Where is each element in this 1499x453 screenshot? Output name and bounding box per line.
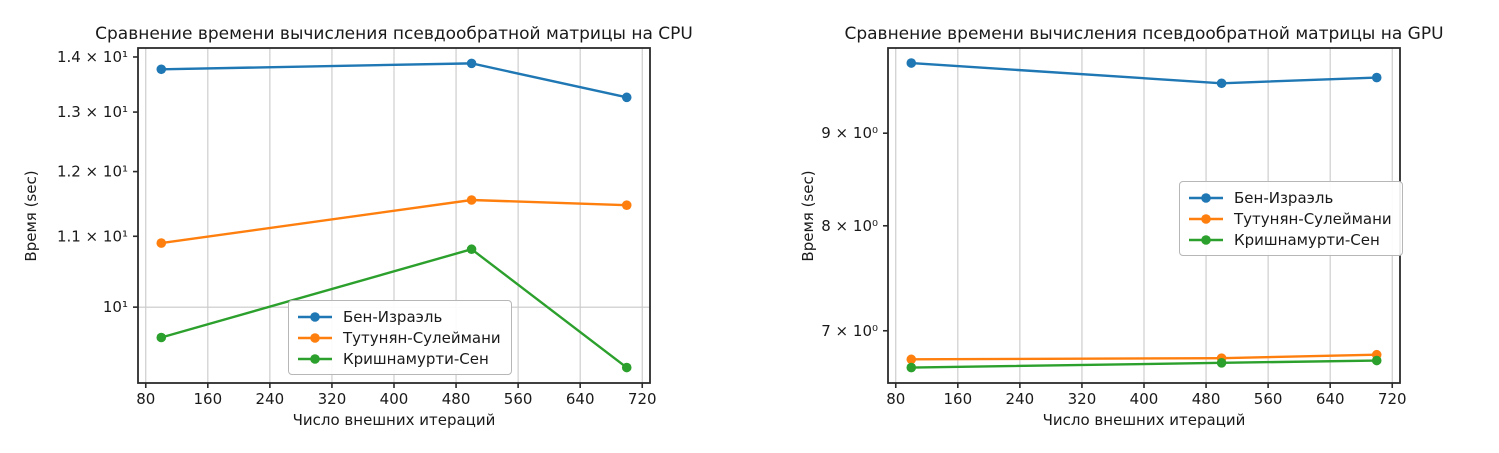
data-point-marker <box>156 238 167 248</box>
legend-line-marker-icon <box>1189 234 1223 245</box>
x-tick-label: 480 <box>1192 390 1221 408</box>
y-tick-label: 1.1 × 10¹ <box>57 227 128 245</box>
x-axis-ticks: 80 160 240 320 400 480 560 640 720 <box>136 383 657 408</box>
y-tick-label: 9 × 10⁰ <box>821 124 878 142</box>
x-tick-label: 240 <box>1006 390 1035 408</box>
legend-label: Тутунян-Сулеймани <box>343 328 501 347</box>
data-point-marker <box>466 244 477 255</box>
gpu-axes: 80 160 240 320 400 480 560 640 720 9 × 10⁰ 8 × 10⁰… <box>821 47 1407 408</box>
cpu-axes: 80 160 240 320 400 480 560 640 720 1.4 × 10¹ 1.3 ×… <box>57 47 657 408</box>
x-tick-label: 400 <box>1130 390 1159 408</box>
legend-marker <box>1201 234 1211 245</box>
series-Кришнамурти-Сен <box>156 244 632 373</box>
x-tick-label: 720 <box>1378 390 1407 408</box>
data-point-marker <box>906 362 917 373</box>
data-point-marker <box>466 195 477 205</box>
x-tick-label: 480 <box>442 390 471 408</box>
legend-label: Бен-Израэль <box>1234 188 1334 207</box>
y-tick-label: 10¹ <box>103 298 128 316</box>
x-tick-label: 640 <box>566 390 595 408</box>
y-axis-ticks: 9 × 10⁰ 8 × 10⁰ 7 × 10⁰ <box>821 124 888 340</box>
legend-label: Кришнамурти-Сен <box>1234 230 1380 249</box>
legend-line-marker-icon <box>298 332 332 343</box>
x-tick-label: 560 <box>504 390 533 408</box>
series-Бен-Израэль <box>156 58 632 103</box>
data-point-marker <box>466 58 477 69</box>
data-point-marker <box>156 332 167 343</box>
legend-item: Бен-Израэль <box>1187 187 1392 208</box>
y-tick-label: 7 × 10⁰ <box>821 322 878 340</box>
x-tick-label: 80 <box>886 390 905 408</box>
data-point-marker <box>1216 78 1227 89</box>
legend-line-marker-icon <box>1189 192 1223 203</box>
x-tick-label: 400 <box>380 390 409 408</box>
y-tick-label: 1.3 × 10¹ <box>57 103 128 121</box>
legend-marker <box>310 332 320 343</box>
legend-line-marker-icon <box>1189 213 1223 224</box>
cpu-legend: Бен-Израэль Тутунян-Сулеймани Кришнамурти-… <box>288 300 512 375</box>
legend-marker <box>1201 192 1211 203</box>
y-tick-label: 1.2 × 10¹ <box>57 163 128 181</box>
gpu-y-axis-label: Время (sec) <box>799 170 817 262</box>
legend-item: Тутунян-Сулеймани <box>1187 208 1392 229</box>
data-point-marker <box>1371 72 1382 83</box>
legend-line-marker-icon <box>298 353 332 364</box>
gpu-chart-title: Сравнение времени вычисления псевдообрат… <box>844 24 1444 44</box>
gpu-legend: Бен-Израэль Тутунян-Сулеймани Кришнамурти-… <box>1179 181 1403 256</box>
gpu-x-axis-label: Число внешних итераций <box>1042 411 1246 429</box>
gridlines <box>138 48 650 383</box>
y-tick-label: 1.4 × 10¹ <box>57 48 128 66</box>
x-tick-label: 160 <box>193 390 222 408</box>
x-axis-ticks: 80 160 240 320 400 480 560 640 720 <box>886 383 1407 408</box>
data-point-marker <box>621 92 632 103</box>
y-tick-label: 8 × 10⁰ <box>821 217 878 235</box>
legend-marker <box>310 353 320 364</box>
x-tick-label: 640 <box>1316 390 1345 408</box>
x-tick-label: 240 <box>256 390 285 408</box>
series-Кришнамурти-Сен <box>906 355 1382 373</box>
legend-label: Тутунян-Сулеймани <box>1234 209 1392 228</box>
legend-label: Кришнамурти-Сен <box>343 349 489 368</box>
y-axis-ticks: 1.4 × 10¹ 1.3 × 10¹ 1.2 × 10¹ 1.1 × 10¹ 10¹ <box>57 48 138 316</box>
legend-marker <box>310 311 320 322</box>
x-tick-label: 320 <box>1068 390 1097 408</box>
legend-line-marker-icon <box>298 311 332 322</box>
data-point-marker <box>156 64 167 75</box>
data-point-marker <box>621 200 632 210</box>
legend-item: Кришнамурти-Сен <box>296 348 501 369</box>
data-point-marker <box>1371 355 1382 366</box>
cpu-y-axis-label: Время (sec) <box>22 170 40 262</box>
x-tick-label: 80 <box>136 390 155 408</box>
x-tick-label: 160 <box>943 390 972 408</box>
x-tick-label: 720 <box>628 390 657 408</box>
legend-item: Бен-Израэль <box>296 306 501 327</box>
legend-marker <box>1201 213 1211 224</box>
legend-item: Тутунян-Сулеймани <box>296 327 501 348</box>
legend-label: Бен-Израэль <box>343 307 443 326</box>
data-point-marker <box>906 58 917 68</box>
legend-item: Кришнамурти-Сен <box>1187 229 1392 250</box>
x-tick-label: 320 <box>318 390 347 408</box>
data-point-marker <box>1216 358 1227 368</box>
x-tick-label: 560 <box>1254 390 1283 408</box>
data-point-marker <box>906 354 917 365</box>
series-Тутунян-Сулеймани <box>156 195 632 248</box>
cpu-chart-title: Сравнение времени вычисления псевдообрат… <box>95 24 693 44</box>
data-point-marker <box>621 362 632 373</box>
cpu-x-axis-label: Число внешних итераций <box>292 411 496 429</box>
series-Бен-Израэль <box>906 58 1382 89</box>
